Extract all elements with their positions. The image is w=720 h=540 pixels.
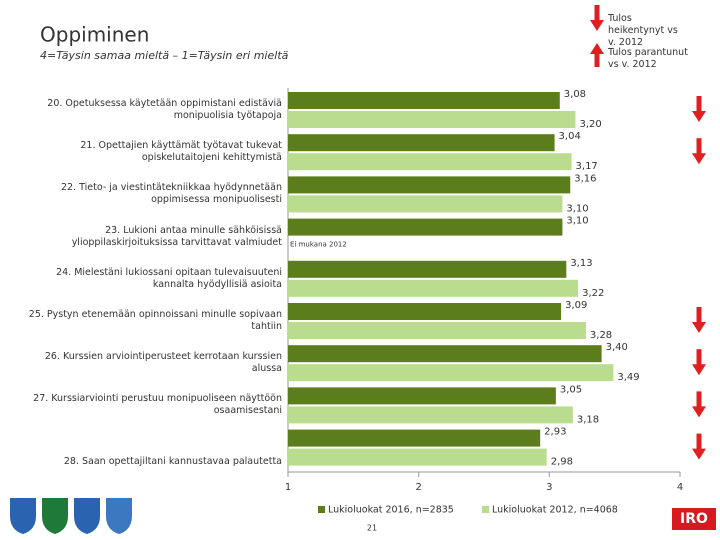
category-label: 23. Lukioni antaa minulle sähköisissä yl…	[71, 224, 282, 248]
category-label: 20. Opetuksessa käytetään oppimistani ed…	[47, 98, 282, 121]
bar	[288, 448, 547, 466]
value-label: 3,16	[574, 173, 596, 184]
arrow-shaft	[696, 433, 702, 450]
bar	[288, 364, 614, 382]
arrow-head	[692, 153, 706, 165]
value-label: 3,18	[577, 414, 599, 425]
value-label: 3,04	[559, 131, 581, 142]
value-label: 3,08	[564, 89, 586, 100]
category-label: 21. Opettajien käyttämät työtavat tukeva…	[80, 140, 282, 164]
value-label: 3,05	[560, 384, 582, 395]
crest	[10, 498, 36, 534]
arrow-shaft	[594, 51, 600, 67]
bar	[288, 303, 562, 320]
value-label: 3,10	[566, 203, 588, 214]
chart-subtitle: 4=Täysin samaa mieltä – 1=Täysin eri mie…	[40, 49, 289, 62]
category-label: 28. Saan opettajiltani kannustavaa palau…	[63, 455, 282, 467]
x-tick-label: 2	[415, 482, 421, 493]
crest	[106, 498, 132, 534]
category-label: 24. Mielestäni lukiossani opitaan tuleva…	[56, 266, 282, 290]
bar	[288, 279, 579, 297]
category-label: 25. Pystyn etenemään opinnoissani minull…	[28, 309, 282, 332]
crests	[10, 498, 132, 534]
crest	[74, 498, 100, 534]
category-label: 27. Kurssiarviointi perustuu monipuolise…	[33, 393, 282, 417]
bar	[288, 260, 567, 278]
arrow-head	[692, 448, 706, 460]
bar	[288, 111, 576, 128]
bar	[288, 429, 541, 447]
legend-swatch	[482, 506, 489, 513]
arrow-head	[692, 364, 706, 376]
arrow-head	[692, 322, 706, 333]
crest	[42, 498, 68, 534]
value-label: 3,09	[565, 300, 587, 311]
x-tick-label: 3	[546, 482, 552, 493]
arrow-shaft	[696, 138, 702, 155]
bar	[288, 134, 555, 152]
bar	[288, 387, 556, 405]
legend-swatch	[318, 506, 325, 513]
page-number: 21	[367, 524, 377, 533]
arrow-head	[590, 43, 604, 54]
value-label: 3,10	[566, 216, 588, 227]
arrow-head	[590, 20, 604, 31]
arrow-shaft	[594, 5, 600, 21]
arrow-shaft	[696, 307, 702, 323]
arrow-shaft	[696, 96, 702, 112]
category-label: 22. Tieto- ja viestintätekniikkaa hyödyn…	[60, 182, 282, 206]
legend-label: Lukioluokat 2012, n=4068	[492, 505, 618, 516]
bar	[288, 322, 586, 339]
value-label: 3,40	[606, 342, 628, 353]
bar	[288, 176, 571, 194]
value-label: 3,20	[579, 119, 601, 130]
arrow-head	[692, 406, 706, 418]
value-label: 3,22	[582, 288, 604, 299]
bar	[288, 218, 563, 236]
bar	[288, 195, 563, 213]
value-label: 2,93	[544, 427, 566, 438]
arrow-head	[692, 111, 706, 122]
category-label: 26. Kurssien arviointiperusteet kerrotaa…	[44, 351, 282, 375]
value-label: 2,98	[551, 457, 573, 468]
legend-improved: Tulos parantunut vs v. 2012	[608, 47, 688, 70]
bar	[288, 406, 573, 424]
x-tick-label: 4	[677, 482, 683, 493]
logo	[672, 508, 716, 530]
annotation: Ei mukana 2012	[290, 241, 347, 249]
logo-text: IRO	[680, 511, 708, 527]
x-tick-label: 1	[285, 482, 291, 493]
bar	[288, 345, 602, 363]
legend-weakened: Tulos heikentynyt vs v. 2012	[608, 13, 678, 48]
bar	[288, 153, 572, 171]
chart-title: Oppiminen	[40, 23, 149, 47]
arrow-shaft	[696, 349, 702, 366]
value-label: 3,49	[617, 372, 639, 383]
value-label: 3,17	[576, 161, 598, 172]
value-label: 3,28	[590, 330, 612, 341]
arrow-shaft	[696, 391, 702, 408]
value-label: 3,13	[570, 258, 592, 269]
legend-label: Lukioluokat 2016, n=2835	[328, 505, 454, 516]
bar	[288, 92, 560, 109]
